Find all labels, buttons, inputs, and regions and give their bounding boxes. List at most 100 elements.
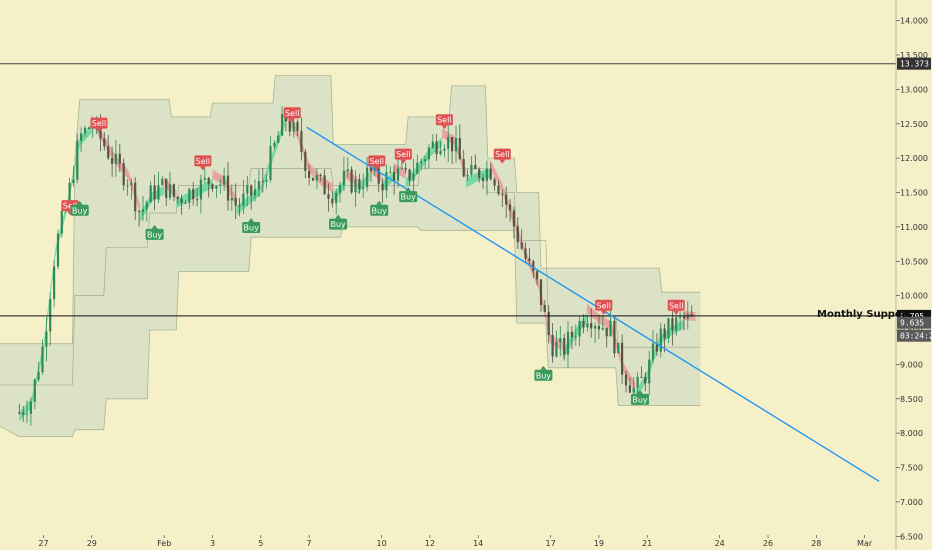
candle-body — [559, 338, 562, 343]
candle-body — [18, 412, 21, 414]
trend-ribbon-segment — [502, 183, 515, 227]
candle-body — [679, 316, 682, 318]
candle-body — [682, 316, 686, 319]
candle-body — [261, 181, 264, 183]
signal-label: Buy — [536, 371, 552, 380]
channel-upper-line — [0, 75, 701, 345]
candle-body — [578, 321, 581, 337]
signal-pointer — [499, 159, 506, 164]
candle-body — [617, 342, 620, 354]
candle-body — [273, 142, 276, 147]
candle-body — [72, 179, 75, 183]
candle-body — [408, 169, 411, 181]
candle-body — [420, 161, 423, 163]
candle-body — [512, 210, 515, 227]
candle-body — [246, 185, 249, 194]
time-axis[interactable]: 27 29 Feb 3 5 7 10 12 14 17 19 21 24 26 28 Mar — [38, 535, 873, 548]
trendline-group[interactable] — [306, 126, 880, 482]
candle-body — [250, 185, 253, 196]
candle-body — [659, 328, 662, 352]
candle-body — [346, 169, 349, 172]
signal-tags: SellBuySellBuySellBuySellBuySellBuySellB… — [61, 107, 685, 405]
candle-body — [141, 209, 145, 212]
candle-body — [76, 140, 79, 180]
buy-signal: Buy — [534, 365, 553, 381]
candle-body — [439, 150, 442, 155]
trendline[interactable] — [306, 126, 880, 482]
candle-body — [25, 413, 29, 415]
candle-body — [362, 187, 365, 189]
signal-label: Sell — [196, 157, 210, 166]
candle-body — [68, 182, 71, 206]
y-tick-label: 9.000 — [900, 360, 923, 369]
trend-ribbon-segment — [405, 165, 418, 188]
sell-signal: Sell — [194, 155, 212, 171]
candle-body — [331, 198, 334, 204]
candle-body — [265, 179, 268, 182]
candle-body — [230, 198, 233, 201]
buy-signal: Buy — [329, 214, 348, 230]
candle-body — [138, 211, 141, 213]
signal-pointer — [96, 128, 102, 133]
y-tick-label: 12.000 — [900, 154, 928, 163]
y-tick-label: 11.500 — [900, 189, 928, 198]
x-tick-label: 3 — [210, 539, 215, 548]
signal-label: Sell — [63, 202, 77, 211]
trend-ribbon-segment — [586, 303, 599, 324]
candle-body — [29, 401, 32, 414]
candle-body — [396, 168, 400, 181]
candle-body — [350, 169, 353, 193]
x-tick-label: 29 — [87, 539, 97, 548]
candle-body — [551, 335, 554, 357]
trend-ribbon-segment — [19, 398, 32, 422]
candle-body — [184, 202, 187, 204]
y-tick-label: 10.500 — [900, 257, 928, 266]
x-tick-label: 14 — [473, 539, 483, 548]
candle-body — [323, 175, 326, 195]
candle-body — [582, 321, 585, 328]
candle-body — [168, 184, 172, 198]
candle-body — [315, 174, 318, 181]
candle-body — [308, 170, 311, 178]
sell-signal: Sell — [435, 114, 453, 130]
candle-body — [56, 233, 60, 267]
candle-body — [601, 327, 604, 330]
candle-body — [176, 196, 179, 199]
candle-body — [671, 318, 674, 331]
candle-body — [53, 266, 56, 299]
signal-box — [435, 114, 453, 126]
x-tick-label: 5 — [258, 539, 263, 548]
candle-body — [300, 130, 303, 152]
candle-body — [377, 165, 380, 184]
candle-body — [400, 167, 403, 169]
buy-signal: Buy — [145, 224, 164, 240]
candle-body — [257, 181, 260, 190]
signal-box — [493, 148, 511, 160]
signal-pointer — [540, 365, 547, 370]
candle-body — [60, 210, 63, 234]
candle-body — [493, 179, 496, 186]
candle-body — [238, 205, 241, 207]
price-axis[interactable]: 14.000 13.500 13.000 12.500 12.000 11.500 11.0… — [896, 17, 932, 542]
candle-body — [277, 135, 280, 143]
x-tick-label: 17 — [546, 539, 556, 548]
candle-body — [478, 169, 481, 178]
y-tick-label: 8.000 — [900, 429, 923, 438]
signal-label: Buy — [401, 193, 417, 202]
candle-body — [543, 305, 546, 312]
monthly-support-annotation: Monthly Support — [817, 309, 912, 320]
candle-body — [49, 299, 52, 332]
candle-body — [373, 165, 376, 172]
signal-box — [667, 299, 685, 311]
candle-body — [404, 167, 407, 170]
candle-body — [269, 146, 272, 180]
signal-pointer — [376, 200, 383, 205]
candle-body — [157, 185, 160, 200]
signal-box — [194, 155, 212, 167]
channel-fill — [0, 75, 701, 437]
candle-body — [335, 192, 338, 204]
candle-body — [188, 189, 191, 203]
candle-body — [574, 336, 577, 338]
candle-body — [547, 311, 550, 335]
